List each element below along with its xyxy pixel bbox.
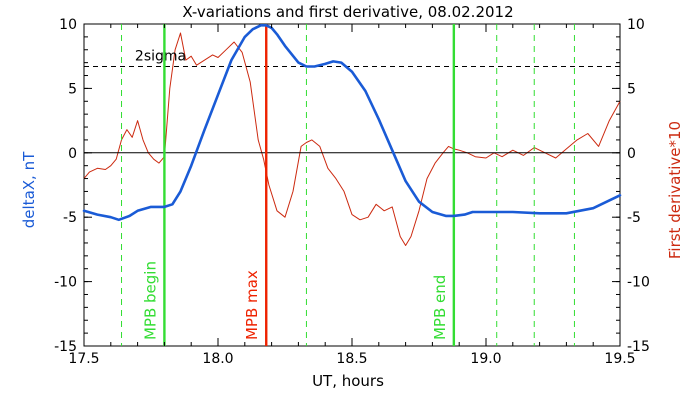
y-axis-ticks-right: -15 -10 -5 0 5 10 xyxy=(612,17,650,355)
vertical-line-labels: MPB begin MPB max MPB end xyxy=(141,261,448,340)
y-tick-label-right: 0 xyxy=(627,146,636,162)
x-tick-label: 18.5 xyxy=(336,351,367,367)
y-tick-label-right: 5 xyxy=(627,81,636,97)
y-axis-label-right: First derivative*10 xyxy=(666,121,684,259)
vline-label-2: MPB max xyxy=(243,270,261,340)
deltax-line xyxy=(82,23,622,222)
plot-area: 2sigma MPB begin MPB max MPB end 17.5 18.0 1… xyxy=(54,17,650,367)
y-axis-label-left: deltaX, nT xyxy=(20,151,38,228)
y-tick-label-left: 0 xyxy=(68,146,77,162)
vline-label-4: MPB end xyxy=(431,275,449,340)
y-tick-label-left: -15 xyxy=(54,339,77,355)
deltax-series xyxy=(82,23,622,222)
x-tick-label: 19.0 xyxy=(470,351,501,367)
y-tick-label-right: -10 xyxy=(627,275,650,291)
y-tick-label-left: -5 xyxy=(63,210,77,226)
x-tick-label: 18.0 xyxy=(202,351,233,367)
y-tick-label-right: 10 xyxy=(627,17,645,33)
reference-lines: 2sigma xyxy=(84,24,620,346)
plot-frame xyxy=(83,23,621,347)
chart-title: X-variations and first derivative, 08.02… xyxy=(182,3,513,21)
x-axis-label: UT, hours xyxy=(312,372,384,390)
x-tick-label: 17.5 xyxy=(68,351,99,367)
hline-label-sigma: 2sigma xyxy=(135,49,186,65)
y-tick-label-left: 5 xyxy=(68,81,77,97)
vline-label-1: MPB begin xyxy=(141,261,159,340)
x-tick-label: 19.5 xyxy=(604,351,635,367)
y-tick-label-left: -10 xyxy=(54,275,77,291)
y-tick-label-right: -15 xyxy=(627,339,650,355)
y-axis-ticks-left: -15 -10 -5 0 5 10 xyxy=(54,17,92,355)
x-axis-ticks: 17.5 18.0 18.5 19.0 19.5 xyxy=(68,24,636,367)
y-tick-label-left: 10 xyxy=(59,17,77,33)
y-tick-label-right: -5 xyxy=(627,210,641,226)
